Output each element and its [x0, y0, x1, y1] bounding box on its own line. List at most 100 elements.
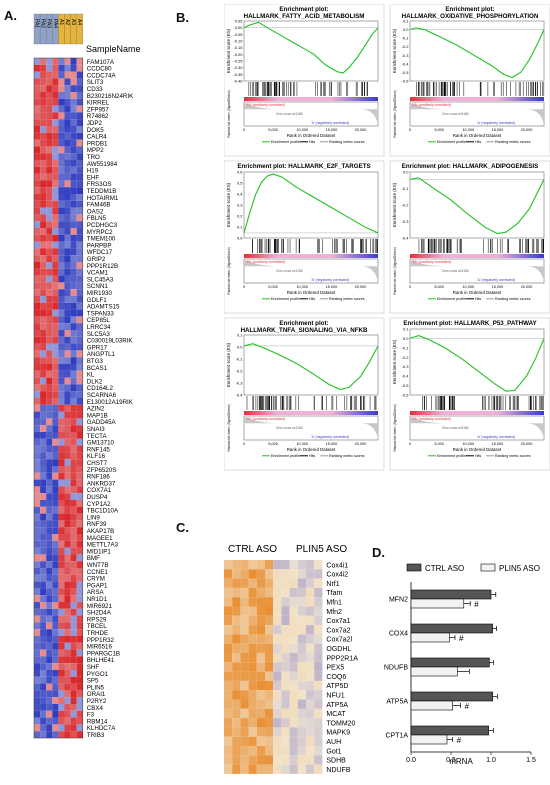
heatmap-a-cell	[34, 268, 41, 276]
heatmap-a-cell	[34, 302, 41, 310]
heatmap-a-cell	[34, 710, 41, 718]
heatmap-a-cell	[40, 357, 47, 364]
heatmap-a-cell	[64, 724, 71, 732]
heatmap-a-gene-label: LRRC34	[87, 324, 111, 331]
heatmap-a-cell	[76, 112, 83, 120]
heatmap-a-cell	[40, 58, 47, 65]
heatmap-c-cell	[224, 680, 233, 691]
heatmap-c-cell	[248, 708, 257, 719]
heatmap-c-gene-label: SDHB	[326, 758, 346, 765]
gsea-y-tick: 0.0	[403, 170, 409, 175]
heatmap-c-cell	[314, 727, 323, 737]
heatmap-c-cell	[240, 615, 249, 626]
heatmap-a-cell	[46, 194, 53, 201]
gsea-y-tick: 0.0	[237, 236, 243, 241]
heatmap-a-cell	[46, 126, 53, 133]
heatmap-a-cell	[76, 670, 83, 677]
heatmap-a-cell	[52, 71, 59, 79]
heatmap-a-cell	[70, 357, 77, 364]
heatmap-a-gene-label: COX7A1	[87, 487, 112, 494]
heatmap-a-cell	[64, 180, 71, 188]
heatmap-c-cell	[314, 597, 323, 607]
heatmap-c-cell	[240, 699, 249, 709]
heatmap-c-cell	[256, 653, 265, 663]
heatmap-a-cell	[52, 452, 59, 460]
heatmap-a-cell	[52, 153, 59, 160]
heatmap-a-cell	[52, 357, 59, 364]
heatmap-c-cell	[314, 587, 323, 598]
heatmap-a-cell	[34, 289, 41, 296]
heatmap-a-cell	[64, 649, 71, 657]
heatmap-a-cell	[64, 513, 71, 521]
heatmap-a-cell	[58, 105, 65, 113]
heatmap-a-gene-label: GADD45A	[87, 419, 117, 426]
heatmap-a-cell	[34, 656, 41, 664]
heatmap-c-cell	[297, 708, 306, 719]
heatmap-a-cell	[64, 527, 71, 534]
heatmap-a-cell	[58, 642, 65, 650]
heatmap-a-cell	[76, 540, 83, 548]
heatmap-a-cell	[34, 282, 41, 290]
gsea-y-tick: -0.6	[402, 79, 410, 84]
heatmap-a-cell	[58, 472, 65, 480]
heatmap-a-cell	[34, 112, 41, 120]
heatmap-c-cell	[289, 746, 298, 756]
heatmap-a-cell	[76, 71, 83, 79]
heatmap-c-cell	[281, 736, 290, 746]
heatmap-a-gene-label: TRHDE	[87, 630, 108, 637]
gsea-y-tick: -0.15	[233, 45, 243, 50]
heatmap-a-gene-label: HOTAIRM1	[87, 195, 119, 202]
heatmap-a-cell	[34, 561, 41, 568]
heatmap-a-cell	[46, 58, 53, 65]
heatmap-c-cell	[265, 708, 274, 719]
heatmap-c-cell	[256, 718, 265, 728]
heatmap-c-cell	[314, 634, 323, 644]
heatmap-c-cell	[240, 727, 249, 737]
heatmap-a-cell	[40, 629, 47, 636]
heatmap-c-cell	[297, 718, 306, 728]
gsea-y-tick: 0.00	[235, 25, 244, 30]
heatmap-a-cell	[52, 364, 59, 371]
heatmap-a-gene-label: ZFP957	[87, 106, 110, 113]
panel-label-b: B.	[176, 10, 189, 25]
heatmap-a-cell	[46, 506, 53, 514]
heatmap-a-cell	[34, 194, 41, 201]
gsea-neg-label: 'A' (negatively correlated)	[311, 121, 349, 125]
heatmap-c-cell	[314, 746, 323, 756]
gsea-legend-rank: Ranking metric scores	[329, 140, 365, 144]
heatmap-a-cell	[46, 200, 53, 208]
gsea-legend-rank: Ranking metric scores	[329, 297, 365, 301]
heatmap-a-cell	[34, 316, 41, 324]
heatmap-a-cell	[46, 602, 53, 609]
heatmap-a-cell	[34, 486, 41, 494]
heatmap-c-cell	[224, 690, 233, 700]
heatmap-a-cell	[34, 717, 41, 725]
heatmap-a-cell	[70, 92, 77, 99]
heatmap-c-cell	[281, 746, 290, 756]
heatmap-c-cell	[248, 680, 257, 691]
heatmap-a-cell	[76, 343, 83, 351]
heatmap-a-cell	[40, 676, 47, 684]
heatmap-c-cell	[281, 755, 290, 765]
heatmap-a-cell	[58, 364, 65, 371]
heatmap-c-cell	[289, 625, 298, 635]
heatmap-a-gene-label: CCNE1	[87, 569, 109, 576]
heatmap-a-cell	[70, 132, 77, 140]
heatmap-a-cell	[46, 92, 53, 99]
heatmap-a-cell	[34, 500, 41, 507]
heatmap-c-cell	[240, 597, 249, 607]
gsea-x-tick: 15,000	[326, 442, 338, 446]
heatmap-c-cell	[240, 587, 249, 598]
heatmap-a-cell	[40, 445, 47, 453]
heatmap-a-cell	[58, 275, 65, 283]
heatmap-c-cell	[265, 671, 274, 681]
heatmap-a-cell	[76, 92, 83, 99]
heatmap-a-cell	[46, 418, 53, 426]
gsea-y-tick: -0.4	[236, 393, 244, 398]
heatmap-a-cell	[46, 336, 53, 344]
heatmap-a-cell	[52, 146, 59, 154]
heatmap-a-gene-label: ORAI1	[87, 691, 106, 698]
heatmap-a-cell	[58, 731, 65, 738]
heatmap-a-cell	[64, 710, 71, 718]
heatmap-a-cell	[76, 282, 83, 290]
